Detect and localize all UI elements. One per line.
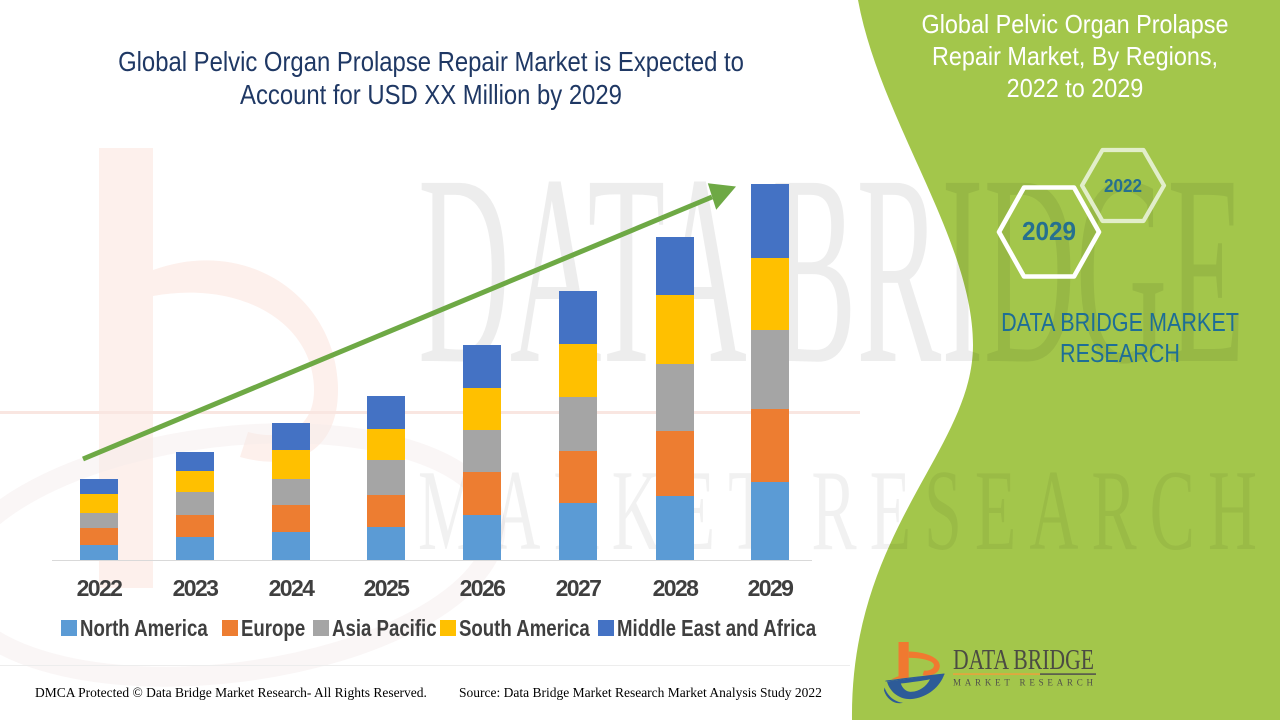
svg-text:MARKET RESEARCH: MARKET RESEARCH — [418, 447, 1270, 574]
svg-text:2029: 2029 — [1022, 216, 1076, 246]
svg-text:MARKET RESEARCH: MARKET RESEARCH — [953, 678, 1094, 688]
svg-text:DATA BRIDGE: DATA BRIDGE — [953, 645, 1094, 676]
svg-text:DATA BRIDGE: DATA BRIDGE — [418, 119, 1245, 420]
svg-text:2022: 2022 — [1104, 176, 1142, 196]
